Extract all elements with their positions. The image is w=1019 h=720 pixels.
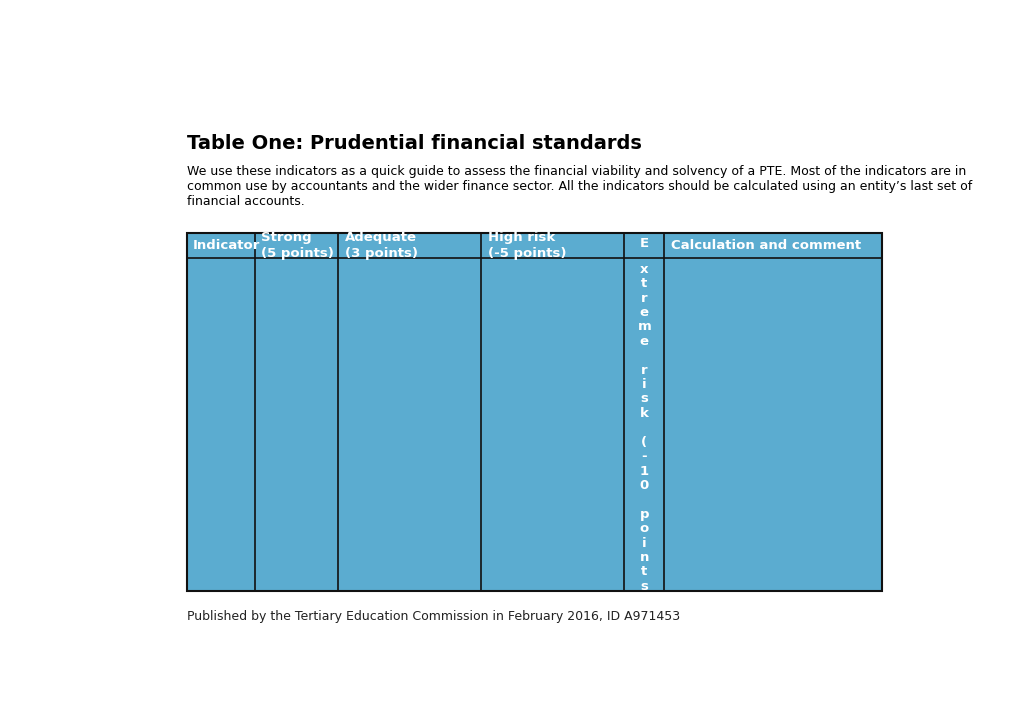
Text: r: r (640, 292, 647, 305)
Text: We use these indicators as a quick guide to assess the financial viability and s: We use these indicators as a quick guide… (186, 165, 971, 208)
Text: (: ( (641, 436, 647, 449)
Text: n: n (639, 551, 648, 564)
Text: Strong
(5 points): Strong (5 points) (261, 231, 333, 261)
Text: o: o (639, 522, 648, 535)
Bar (186, 233, 881, 591)
Text: e: e (639, 306, 648, 319)
Text: i: i (641, 378, 646, 391)
Text: Calculation and comment: Calculation and comment (671, 239, 860, 252)
Text: Indicator: Indicator (193, 239, 260, 252)
Text: t: t (641, 277, 647, 290)
Text: 1: 1 (639, 464, 648, 477)
Text: e: e (639, 335, 648, 348)
Text: k: k (639, 407, 648, 420)
Text: Table One: Prudential financial standards: Table One: Prudential financial standard… (186, 133, 641, 153)
Bar (186, 233, 881, 591)
Text: p: p (639, 508, 648, 521)
Text: s: s (640, 580, 648, 593)
Text: E: E (639, 237, 648, 250)
Text: i: i (641, 536, 646, 549)
Text: r: r (640, 364, 647, 377)
Text: Adequate
(3 points): Adequate (3 points) (344, 231, 417, 261)
Text: t: t (641, 565, 647, 578)
Text: x: x (640, 263, 648, 276)
Text: Published by the Tertiary Education Commission in February 2016, ID A971453: Published by the Tertiary Education Comm… (186, 611, 680, 624)
Text: s: s (640, 392, 648, 405)
Text: -: - (641, 450, 646, 463)
Text: m: m (637, 320, 650, 333)
Text: 0: 0 (639, 479, 648, 492)
Text: High risk
(-5 points): High risk (-5 points) (487, 231, 566, 261)
